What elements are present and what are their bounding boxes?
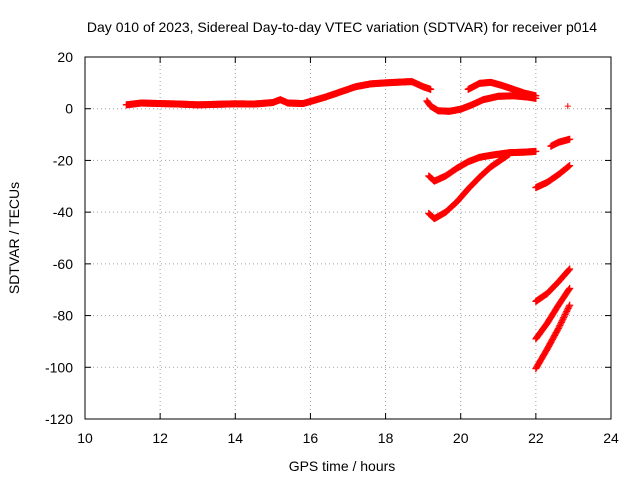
data-point: [565, 286, 573, 294]
series-arc-3: [464, 78, 540, 100]
data-point: [566, 301, 574, 309]
chart-title: Day 010 of 2023, Sidereal Day-to-day VTE…: [87, 19, 597, 35]
series-arc-4: [425, 147, 540, 185]
plot-frame: [84, 56, 612, 420]
data-point: [566, 265, 574, 273]
data-point: [566, 135, 574, 143]
y-tick-label: -20: [53, 152, 73, 168]
axis-ticks: 10 12 14 16 18 20 22 24 -120 -100 -80 -60 -40 -20 0 20: [45, 49, 619, 446]
series-arc-8: [532, 265, 574, 305]
data-point: [427, 85, 435, 93]
data-point: [532, 147, 540, 155]
x-tick-label: 12: [152, 430, 168, 446]
data-point: [560, 314, 568, 322]
series-arc-6: [532, 162, 574, 192]
data-point: [554, 325, 562, 332]
data-point: [566, 284, 574, 292]
data-point: [561, 311, 569, 319]
series-arc-1: [122, 78, 435, 109]
series-arc-9: [532, 284, 574, 343]
series-arc-5: [425, 150, 514, 223]
y-tick-label: -40: [53, 204, 73, 220]
data-point: [565, 266, 573, 274]
y-tick-label: -60: [53, 256, 73, 272]
data-point: [556, 321, 564, 329]
x-axis-label: GPS time / hours: [289, 458, 396, 474]
data-point: [565, 303, 573, 311]
data-point: [566, 162, 574, 170]
y-axis-label: SDTVAR / TECUs: [6, 182, 22, 294]
data-point: [557, 318, 565, 326]
y-tick-label: 0: [65, 101, 73, 117]
data-point: [562, 309, 570, 317]
data-point: [563, 307, 571, 315]
data-point: [558, 317, 566, 325]
data-point: [506, 150, 514, 158]
x-tick-label: 24: [603, 430, 619, 446]
x-tick-label: 16: [303, 430, 319, 446]
x-tick-label: 14: [227, 430, 243, 446]
data-point: [532, 92, 540, 100]
data-point: [560, 312, 568, 320]
data-point: [564, 304, 572, 312]
data-marks: [122, 78, 574, 373]
x-tick-label: 22: [528, 430, 544, 446]
grid: [85, 57, 611, 419]
x-tick-label: 10: [77, 430, 93, 446]
data-point: [557, 320, 565, 328]
series-isolated: [564, 103, 571, 110]
x-tick-label: 18: [378, 430, 394, 446]
data-point: [559, 315, 567, 323]
x-tick-label: 20: [453, 430, 469, 446]
data-point: [564, 103, 571, 110]
y-tick-label: -80: [53, 308, 73, 324]
data-point: [555, 323, 563, 331]
series-arc-7: [547, 135, 574, 150]
y-tick-label: -100: [45, 359, 73, 375]
data-point: [563, 306, 571, 314]
y-tick-label: -120: [45, 411, 73, 427]
series-arc-10: [532, 301, 574, 373]
y-tick-label: 20: [57, 49, 73, 65]
